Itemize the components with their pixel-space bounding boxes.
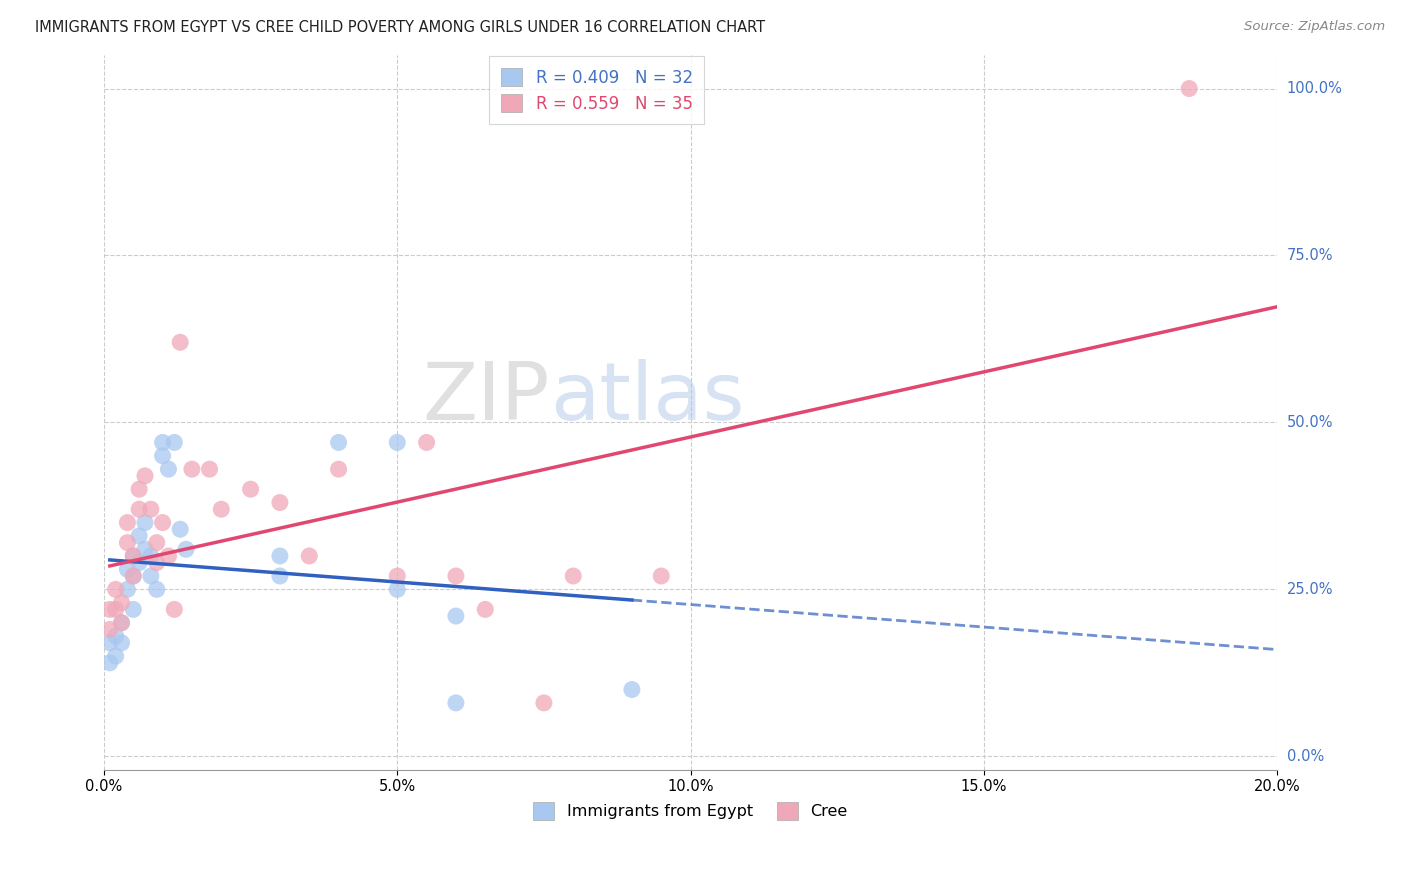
Point: [174, 542, 197, 557]
Point: [117, 516, 139, 530]
Point: [145, 556, 167, 570]
Text: atlas: atlas: [550, 359, 744, 437]
Point: [104, 649, 127, 664]
Point: [269, 495, 291, 509]
Point: [620, 682, 643, 697]
Legend: Immigrants from Egypt, Cree: Immigrants from Egypt, Cree: [527, 796, 855, 826]
Point: [122, 549, 145, 563]
Point: [117, 562, 139, 576]
Point: [169, 522, 191, 536]
Point: [387, 435, 409, 450]
Point: [198, 462, 221, 476]
Text: 25.0%: 25.0%: [1286, 582, 1333, 597]
Point: [145, 582, 167, 597]
Point: [110, 615, 132, 630]
Point: [139, 569, 162, 583]
Point: [98, 656, 121, 670]
Point: [145, 535, 167, 549]
Text: IMMIGRANTS FROM EGYPT VS CREE CHILD POVERTY AMONG GIRLS UNDER 16 CORRELATION CHA: IMMIGRANTS FROM EGYPT VS CREE CHILD POVE…: [35, 20, 765, 35]
Point: [444, 609, 467, 624]
Point: [239, 482, 262, 496]
Point: [128, 556, 150, 570]
Point: [169, 335, 191, 350]
Point: [122, 602, 145, 616]
Text: 50.0%: 50.0%: [1286, 415, 1333, 430]
Point: [122, 569, 145, 583]
Point: [110, 596, 132, 610]
Point: [474, 602, 496, 616]
Point: [181, 462, 204, 476]
Point: [387, 582, 409, 597]
Point: [122, 569, 145, 583]
Point: [134, 516, 156, 530]
Text: ZIP: ZIP: [422, 359, 550, 437]
Point: [152, 516, 174, 530]
Text: 75.0%: 75.0%: [1286, 248, 1333, 263]
Point: [134, 468, 156, 483]
Point: [444, 696, 467, 710]
Point: [157, 462, 180, 476]
Point: [328, 462, 350, 476]
Point: [128, 482, 150, 496]
Point: [415, 435, 437, 450]
Point: [209, 502, 232, 516]
Text: 0.0%: 0.0%: [1286, 748, 1324, 764]
Point: [533, 696, 555, 710]
Point: [163, 602, 186, 616]
Point: [128, 502, 150, 516]
Point: [269, 569, 291, 583]
Point: [163, 435, 186, 450]
Point: [104, 629, 127, 643]
Point: [269, 549, 291, 563]
Point: [110, 636, 132, 650]
Point: [387, 569, 409, 583]
Point: [152, 449, 174, 463]
Point: [134, 542, 156, 557]
Point: [328, 435, 350, 450]
Point: [139, 502, 162, 516]
Text: 100.0%: 100.0%: [1286, 81, 1343, 96]
Point: [1178, 81, 1201, 95]
Point: [298, 549, 321, 563]
Text: Source: ZipAtlas.com: Source: ZipAtlas.com: [1244, 20, 1385, 33]
Point: [152, 435, 174, 450]
Point: [157, 549, 180, 563]
Point: [650, 569, 672, 583]
Point: [110, 615, 132, 630]
Point: [128, 529, 150, 543]
Point: [104, 582, 127, 597]
Point: [117, 535, 139, 549]
Point: [117, 582, 139, 597]
Point: [444, 569, 467, 583]
Point: [104, 602, 127, 616]
Point: [562, 569, 585, 583]
Point: [139, 549, 162, 563]
Point: [98, 636, 121, 650]
Point: [122, 549, 145, 563]
Point: [98, 602, 121, 616]
Point: [98, 623, 121, 637]
